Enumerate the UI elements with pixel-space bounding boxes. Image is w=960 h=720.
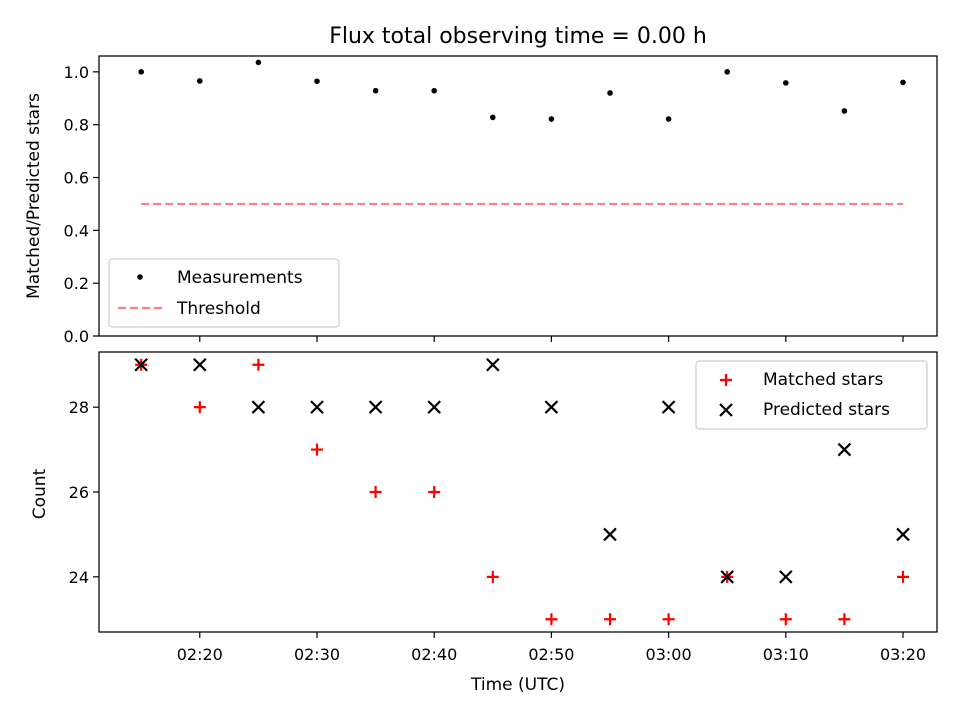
bottom-y-tick-label: 24: [69, 568, 89, 587]
bottom-legend: Matched stars Predicted stars: [695, 360, 928, 430]
matched-star-marker: [838, 613, 851, 626]
predicted-star-marker: [661, 400, 676, 414]
measurement-point: [665, 116, 672, 122]
predicted-star-marker: [603, 527, 617, 542]
top-legend: Measurements Threshold: [108, 258, 340, 328]
predicted-star-marker: [720, 570, 734, 584]
matched-star-marker: [428, 486, 441, 498]
bottom-x-tick-label: 03:10: [763, 645, 809, 664]
measurement-point: [548, 116, 555, 122]
legend-measurements-label: Measurements: [177, 268, 303, 288]
matched-star-marker: [193, 401, 206, 414]
bottom-x-tick-label: 02:20: [177, 645, 223, 664]
top-y-tick-label: 0.4: [64, 221, 89, 240]
chart-title: Flux total observing time = 0.00 h: [329, 24, 707, 49]
bottom-y-tick-label: 28: [69, 398, 89, 417]
measurement-point: [255, 59, 262, 66]
bottom-y-tick-label: 26: [69, 483, 89, 502]
legend-threshold-label: Threshold: [176, 299, 261, 319]
legend-matched-label: Matched stars: [763, 370, 883, 390]
matched-star-marker: [545, 613, 558, 626]
bottom-x-tick-label: 02:30: [294, 645, 340, 664]
bottom-x-tick-label: 02:50: [528, 645, 574, 664]
top-y-tick-label: 0.0: [64, 327, 89, 346]
measurement-point: [138, 69, 144, 75]
x-axis-label: Time (UTC): [470, 675, 565, 695]
predicted-star-marker: [486, 357, 500, 372]
top-plot-area: 0.0 0.2 0.4 0.6 0.8 1.0: [64, 59, 906, 346]
top-legend-box: [108, 258, 340, 328]
top-y-tick-label: 1.0: [64, 63, 89, 82]
matched-star-marker: [604, 613, 617, 626]
matched-star-marker: [369, 486, 382, 498]
measurement-point: [372, 87, 379, 94]
bottom-y-axis-label: Count: [30, 468, 50, 519]
measurement-point: [900, 79, 906, 86]
predicted-star-marker: [427, 400, 441, 414]
legend-predicted-marker: [719, 403, 733, 417]
top-y-tick-label: 0.6: [64, 169, 89, 188]
bottom-x-tick-label: 03:00: [646, 645, 692, 664]
matched-star-marker: [779, 613, 792, 626]
measurement-point: [783, 80, 789, 86]
legend-measurements-marker: [137, 274, 143, 280]
matched-star-marker: [897, 570, 910, 583]
top-axes-frame: [98, 55, 938, 337]
predicted-star-marker: [134, 357, 148, 372]
predicted-star-marker: [251, 400, 266, 414]
bottom-axes-frame: [98, 351, 938, 633]
bottom-x-tick-label: 02:40: [411, 645, 457, 664]
bottom-x-tick-label: 03:20: [880, 645, 926, 664]
bottom-plot-area: 24 26 28 02:20 02:30 02:40 02:50 03:00 03:10 03:2…: [69, 357, 926, 664]
top-y-tick-label: 0.2: [64, 274, 89, 293]
matched-star-marker: [486, 570, 499, 583]
measurement-point: [431, 87, 438, 94]
measurement-point: [196, 78, 203, 84]
measurement-point: [490, 114, 496, 121]
measurement-point: [607, 90, 613, 96]
legend-matched-marker: [720, 374, 732, 386]
predicted-star-marker: [779, 570, 793, 584]
measurement-point: [314, 78, 320, 85]
predicted-star-marker: [310, 400, 324, 414]
bottom-legend-box: [695, 360, 928, 430]
predicted-star-marker: [896, 527, 910, 542]
measurement-point: [841, 108, 848, 114]
predicted-star-marker: [193, 357, 207, 372]
top-y-axis-label: Matched/Predicted stars: [24, 93, 44, 299]
measurement-point: [724, 69, 731, 75]
matched-star-marker: [252, 358, 265, 371]
predicted-star-marker: [837, 442, 852, 457]
predicted-star-marker: [368, 400, 383, 414]
top-y-tick-label: 0.8: [64, 116, 89, 135]
matched-star-marker: [662, 613, 675, 626]
predicted-star-marker: [544, 400, 559, 414]
matched-star-marker: [310, 443, 323, 456]
legend-predicted-label: Predicted stars: [763, 400, 890, 420]
